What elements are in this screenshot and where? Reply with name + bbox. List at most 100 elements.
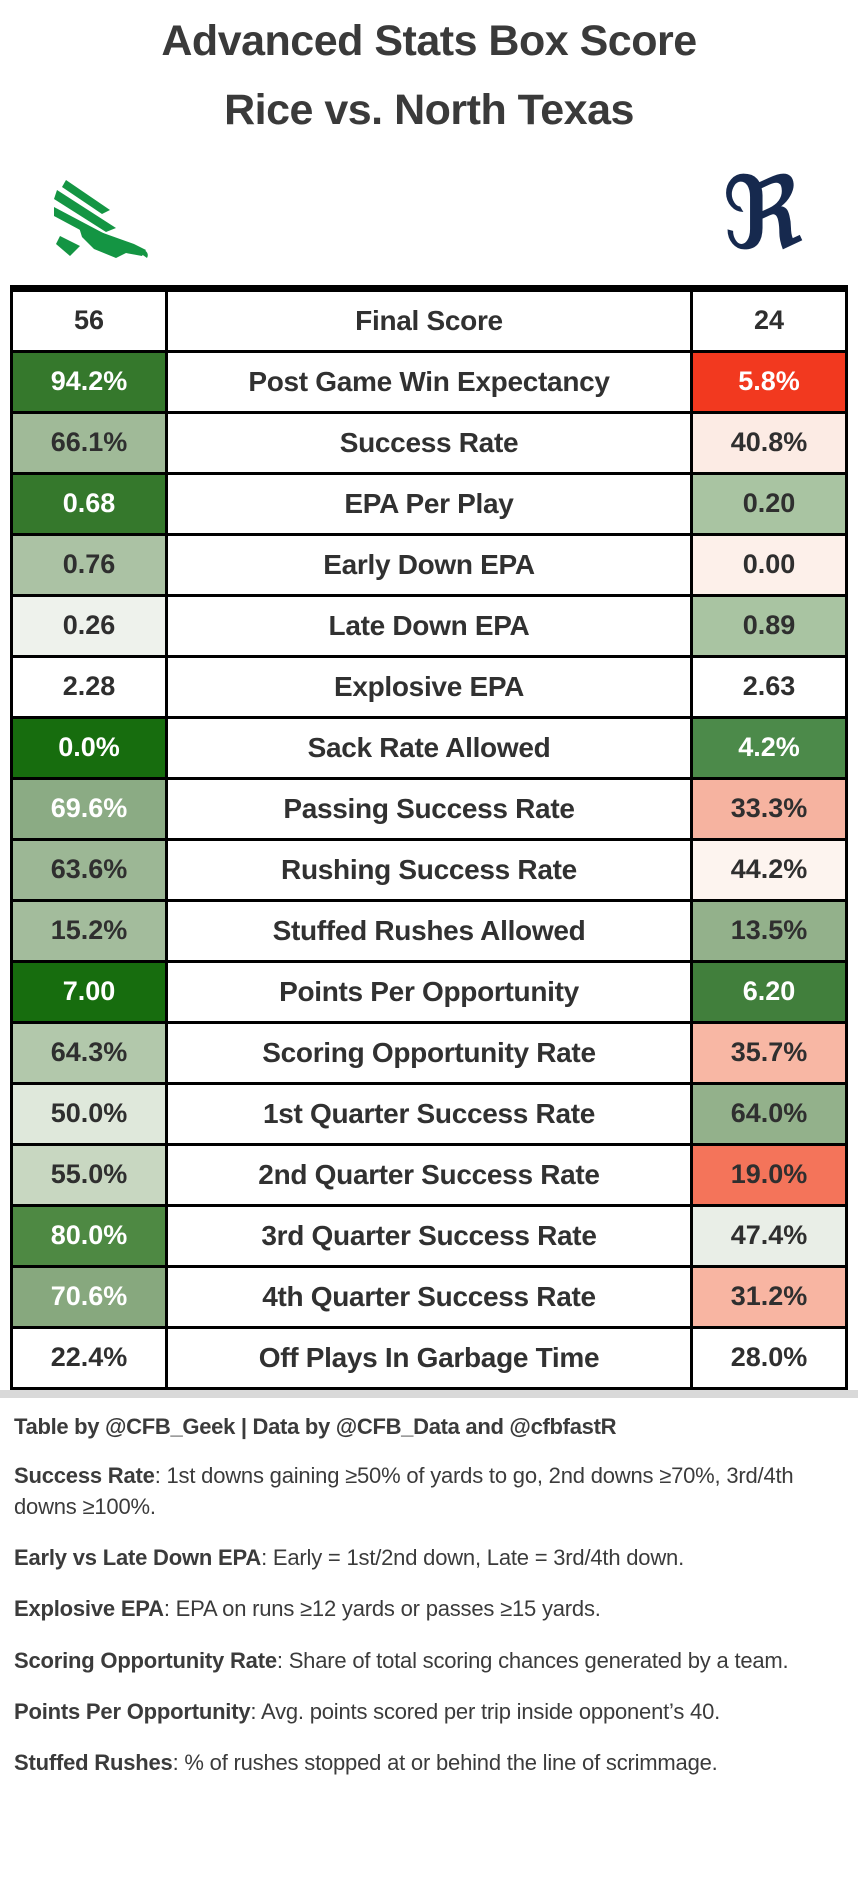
home-value-cell: 33.3% bbox=[690, 776, 848, 841]
stats-table: 56 Final Score 24 94.2% Post Game Win Ex… bbox=[10, 284, 848, 1390]
definition-term: Points Per Opportunity bbox=[14, 1698, 251, 1724]
page-title: Advanced Stats Box Score bbox=[161, 17, 697, 65]
away-value-cell: 7.00 bbox=[10, 959, 168, 1024]
definition-term: Success Rate bbox=[14, 1462, 155, 1488]
definition-body: : Avg. points scored per trip inside opp… bbox=[250, 1698, 721, 1724]
table-row: 0.68 EPA Per Play 0.20 bbox=[10, 471, 848, 536]
metric-label: Success Rate bbox=[165, 410, 693, 475]
metric-label: Stuffed Rushes Allowed bbox=[165, 898, 693, 963]
definition-term: Stuffed Rushes bbox=[14, 1750, 173, 1775]
credit-line: Table by @CFB_Geek | Data by @CFB_Data a… bbox=[14, 1413, 617, 1439]
home-value-cell: 44.2% bbox=[690, 837, 848, 902]
team-logos-row: ℜ bbox=[0, 135, 858, 285]
table-row: 66.1% Success Rate 40.8% bbox=[10, 410, 848, 475]
away-value-cell: 0.26 bbox=[10, 593, 168, 658]
table-row: 55.0% 2nd Quarter Success Rate 19.0% bbox=[10, 1142, 848, 1207]
metric-label: EPA Per Play bbox=[165, 471, 693, 536]
home-value-cell: 0.00 bbox=[690, 532, 848, 597]
metric-label: Points Per Opportunity bbox=[165, 959, 693, 1024]
away-value-cell: 66.1% bbox=[10, 410, 168, 475]
away-value-cell: 64.3% bbox=[10, 1020, 168, 1085]
table-row: 7.00 Points Per Opportunity 6.20 bbox=[10, 959, 848, 1024]
metric-label: Final Score bbox=[165, 286, 693, 353]
home-value-cell: 31.2% bbox=[690, 1264, 848, 1329]
table-row: 56 Final Score 24 bbox=[10, 286, 848, 353]
away-value-cell: 69.6% bbox=[10, 776, 168, 841]
definition-body: : % of rushes stopped at or behind the l… bbox=[172, 1750, 718, 1775]
stat-definitions: Success Rate: 1st downs gaining ≥50% of … bbox=[14, 1460, 828, 1779]
metric-label: Post Game Win Expectancy bbox=[165, 349, 693, 414]
matchup-subtitle: Rice vs. North Texas bbox=[224, 86, 634, 135]
definition-body: : 1st downs gaining ≥50% of yards to go,… bbox=[14, 1462, 794, 1519]
home-value-cell: 40.8% bbox=[690, 410, 848, 475]
table-row: 0.76 Early Down EPA 0.00 bbox=[10, 532, 848, 597]
metric-label: Sack Rate Allowed bbox=[165, 715, 693, 780]
away-value-cell: 55.0% bbox=[10, 1142, 168, 1207]
table-row: 0.26 Late Down EPA 0.89 bbox=[10, 593, 848, 658]
eagle-icon bbox=[54, 179, 148, 258]
metric-label: 3rd Quarter Success Rate bbox=[165, 1203, 693, 1268]
home-value-cell: 19.0% bbox=[690, 1142, 848, 1207]
home-value-cell: 0.20 bbox=[690, 471, 848, 536]
table-row: 70.6% 4th Quarter Success Rate 31.2% bbox=[10, 1264, 848, 1329]
table-row: 50.0% 1st Quarter Success Rate 64.0% bbox=[10, 1081, 848, 1146]
definition-term: Scoring Opportunity Rate bbox=[14, 1647, 277, 1673]
home-value-cell: 5.8% bbox=[690, 349, 848, 414]
home-value-cell: 64.0% bbox=[690, 1081, 848, 1146]
home-value-cell: 35.7% bbox=[690, 1020, 848, 1085]
table-footer-divider bbox=[0, 1389, 858, 1398]
metric-label: Early Down EPA bbox=[165, 532, 693, 597]
definition-scoring-opportunity-rate: Scoring Opportunity Rate: Share of total… bbox=[14, 1645, 828, 1676]
away-value-cell: 0.0% bbox=[10, 715, 168, 780]
definition-body: : Early = 1st/2nd down, Late = 3rd/4th d… bbox=[261, 1545, 684, 1571]
rice-r-logo: ℜ bbox=[722, 163, 803, 273]
away-value-cell: 80.0% bbox=[10, 1203, 168, 1268]
home-value-cell: 4.2% bbox=[690, 715, 848, 780]
away-value-cell: 94.2% bbox=[10, 349, 168, 414]
north-texas-eagle-logo bbox=[54, 179, 150, 259]
definition-early-vs-late-epa: Early vs Late Down EPA: Early = 1st/2nd … bbox=[14, 1542, 828, 1573]
old-english-r-glyph: ℜ bbox=[722, 153, 804, 272]
definition-body: : Share of total scoring chances generat… bbox=[276, 1647, 789, 1673]
away-value-cell: 0.68 bbox=[10, 471, 168, 536]
home-value-cell: 28.0% bbox=[690, 1325, 848, 1390]
metric-label: Late Down EPA bbox=[165, 593, 693, 658]
away-value-cell: 2.28 bbox=[10, 654, 168, 719]
definition-stuffed-rushes: Stuffed Rushes: % of rushes stopped at o… bbox=[14, 1747, 828, 1778]
definition-term: Early vs Late Down EPA bbox=[14, 1545, 262, 1571]
metric-label: 1st Quarter Success Rate bbox=[165, 1081, 693, 1146]
table-row: 22.4% Off Plays In Garbage Time 28.0% bbox=[10, 1325, 848, 1390]
metric-label: Passing Success Rate bbox=[165, 776, 693, 841]
metric-label: Scoring Opportunity Rate bbox=[165, 1020, 693, 1085]
away-value-cell: 22.4% bbox=[10, 1325, 168, 1390]
table-row: 2.28 Explosive EPA 2.63 bbox=[10, 654, 848, 719]
table-row: 63.6% Rushing Success Rate 44.2% bbox=[10, 837, 848, 902]
table-row: 80.0% 3rd Quarter Success Rate 47.4% bbox=[10, 1203, 848, 1268]
home-value-cell: 13.5% bbox=[690, 898, 848, 963]
metric-label: Rushing Success Rate bbox=[165, 837, 693, 902]
table-row: 64.3% Scoring Opportunity Rate 35.7% bbox=[10, 1020, 848, 1085]
definition-body: : EPA on runs ≥12 yards or passes ≥15 ya… bbox=[163, 1596, 601, 1622]
home-value-cell: 2.63 bbox=[690, 654, 848, 719]
away-value-cell: 56 bbox=[10, 286, 168, 353]
metric-label: Off Plays In Garbage Time bbox=[165, 1325, 693, 1390]
table-row: 94.2% Post Game Win Expectancy 5.8% bbox=[10, 349, 848, 414]
definition-success-rate: Success Rate: 1st downs gaining ≥50% of … bbox=[14, 1460, 828, 1522]
away-value-cell: 63.6% bbox=[10, 837, 168, 902]
table-row: 69.6% Passing Success Rate 33.3% bbox=[10, 776, 848, 841]
definition-points-per-opportunity: Points Per Opportunity: Avg. points scor… bbox=[14, 1696, 828, 1727]
away-value-cell: 0.76 bbox=[10, 532, 168, 597]
definition-explosive-epa: Explosive EPA: EPA on runs ≥12 yards or … bbox=[14, 1593, 828, 1624]
home-value-cell: 0.89 bbox=[690, 593, 848, 658]
table-row: 15.2% Stuffed Rushes Allowed 13.5% bbox=[10, 898, 848, 963]
definition-term: Explosive EPA bbox=[14, 1596, 164, 1622]
away-value-cell: 50.0% bbox=[10, 1081, 168, 1146]
metric-label: 2nd Quarter Success Rate bbox=[165, 1142, 693, 1207]
away-value-cell: 70.6% bbox=[10, 1264, 168, 1329]
metric-label: 4th Quarter Success Rate bbox=[165, 1264, 693, 1329]
away-value-cell: 15.2% bbox=[10, 898, 168, 963]
metric-label: Explosive EPA bbox=[165, 654, 693, 719]
home-value-cell: 6.20 bbox=[690, 959, 848, 1024]
home-value-cell: 47.4% bbox=[690, 1203, 848, 1268]
